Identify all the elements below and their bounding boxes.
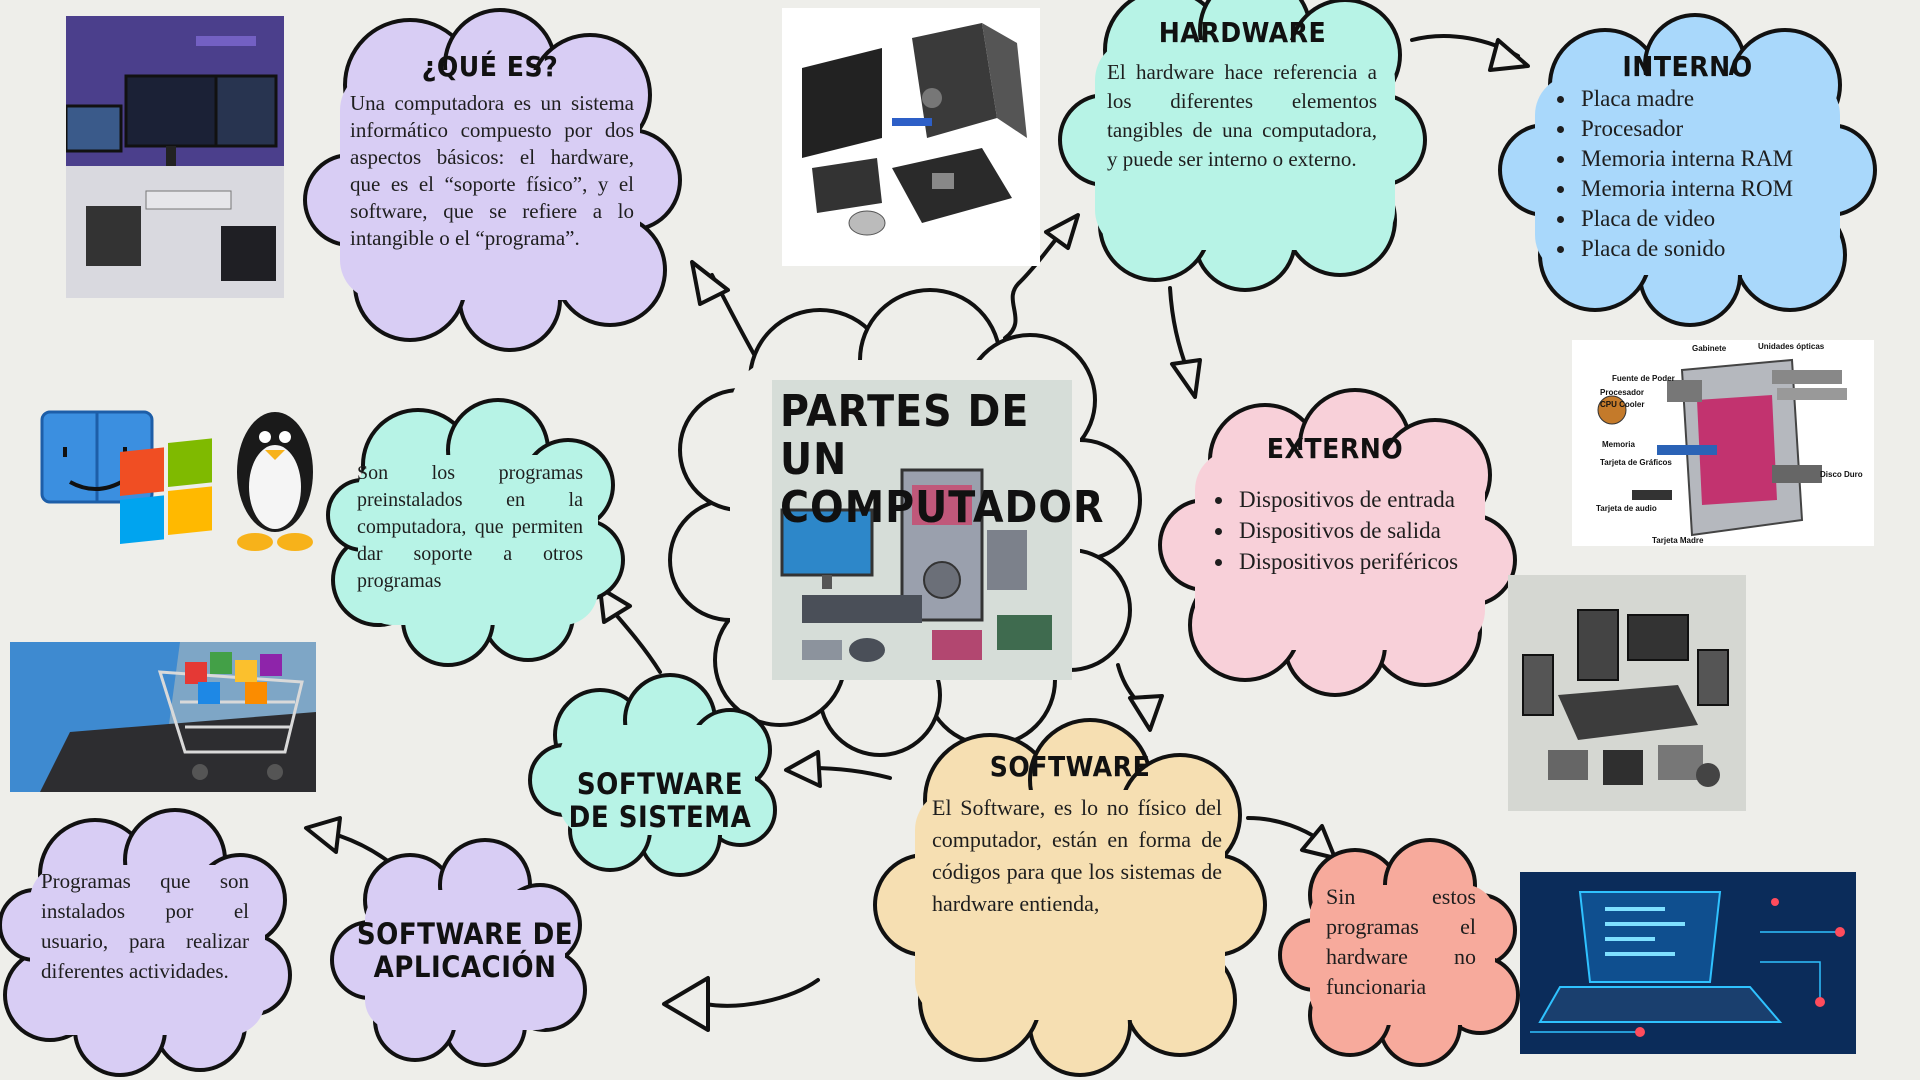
peripherals-illustration [1508, 575, 1746, 811]
software-sistema-node: SOFTWARE DE SISTEMA [528, 673, 780, 877]
software-aplicacion-node: SOFTWARE DE APLICACIÓN [330, 838, 587, 1070]
arrow-software-to-aplicacion [703, 978, 820, 1008]
center-title: PARTES DE UN COMPUTADOR [780, 386, 1105, 533]
software-aplicacion-def-node: Programas que son instalados por el usua… [0, 808, 292, 1077]
hardware-cloud-shape [1058, 0, 1427, 292]
software-text: El Software, es lo no físico del computa… [932, 795, 1222, 916]
externo-node: EXTERNO Dispositivos de entradaDispositi… [1158, 388, 1517, 697]
interno-list-item: Memoria interna ROM [1577, 174, 1887, 204]
arrow-to-que-es-head [690, 260, 730, 306]
arrow-sistema-to-def-head [598, 586, 632, 624]
software-cloud-shape [873, 718, 1267, 1077]
label-fuente-de-poder: Fuente de Poder [1612, 374, 1675, 383]
center-illustration [772, 380, 1072, 680]
sin-programas-cloud-shape [1278, 838, 1520, 1067]
arrow-aplicacion-to-def-head [304, 816, 342, 854]
software-title: SOFTWARE [989, 750, 1151, 783]
internal-parts-diagram: Gabinete Unidades ópticas Fuente de Pode… [1572, 340, 1874, 546]
interno-list-item: Placa de sonido [1577, 234, 1887, 264]
interno-cloud-shape [1498, 13, 1877, 327]
arrow-software-to-aplicacion-head [662, 976, 710, 1032]
arrow-hardware-to-interno-head [1488, 38, 1530, 72]
arrow-software-to-sistema-head [784, 750, 822, 788]
externo-title: EXTERNO [1266, 432, 1404, 465]
label-memoria: Memoria [1602, 440, 1635, 449]
software-sistema-text: Son los programas preinstalados en la co… [357, 462, 583, 592]
label-disco-duro: Disco Duro [1820, 470, 1863, 479]
label-cpu-cooler: CPU Cooler [1600, 400, 1645, 409]
software-sistema-def-node: Son los programas preinstalados en la co… [326, 398, 625, 667]
label-tarjeta-graficos: Tarjeta de Gráficos [1600, 458, 1672, 467]
software-shopping-photo [10, 642, 316, 792]
arrow-software-to-sistema [808, 766, 892, 780]
software-aplicacion-title: SOFTWARE DE APLICACIÓN [356, 917, 574, 984]
externo-list-item: Dispositivos de salida [1235, 515, 1495, 546]
externo-list-item: Dispositivos periféricos [1235, 546, 1495, 577]
que-es-cloud-shape [303, 8, 682, 352]
computer-parts-photo [782, 8, 1040, 266]
label-procesador: Procesador [1600, 388, 1645, 397]
interno-node: INTERNO Placa madreProcesadorMemoria int… [1498, 13, 1877, 327]
arrow-hardware-to-externo-head [1170, 358, 1202, 399]
arrow-to-hardware-head [1044, 213, 1080, 250]
desk-setup-photo [66, 16, 284, 298]
interno-list-item: Memoria interna RAM [1577, 144, 1887, 174]
label-gabinete: Gabinete [1692, 344, 1727, 353]
software-sistema-title: SOFTWARE DE SISTEMA [568, 767, 752, 834]
hardware-title: HARDWARE [1158, 16, 1327, 49]
que-es-text: Una computadora es un sistema informátic… [350, 91, 634, 250]
hardware-text: El hardware hace referencia a los difere… [1107, 60, 1377, 171]
interno-title: INTERNO [1622, 50, 1753, 83]
software-aplicacion-cloud-shape [330, 838, 587, 1067]
que-es-title: ¿QUÉ ES? [421, 50, 559, 83]
label-tarjeta-madre: Tarjeta Madre [1652, 536, 1704, 545]
software-sistema-cloud-shape [528, 673, 777, 877]
externo-list-item: Dispositivos de entrada [1235, 484, 1495, 515]
software-sistema-def-cloud-shape [326, 398, 625, 667]
arrow-software-to-sin-head [1300, 824, 1337, 860]
externo-list: Dispositivos de entradaDispositivos de s… [1213, 484, 1495, 577]
interno-list: Placa madreProcesadorMemoria interna RAM… [1555, 84, 1887, 264]
sin-programas-node: Sin estos programas el hardware no funci… [1278, 838, 1520, 1067]
os-logos [40, 392, 325, 572]
arrow-hardware-to-externo [1168, 286, 1190, 374]
interno-list-item: Placa de video [1577, 204, 1887, 234]
label-tarjeta-audio: Tarjeta de audio [1596, 504, 1657, 513]
software-aplicacion-text: Programas que son instalados por el usua… [41, 869, 249, 983]
arrow-sistema-to-def [610, 608, 662, 674]
interno-list-item: Placa madre [1577, 84, 1887, 114]
laptop-code-illustration [1520, 872, 1856, 1054]
arrow-to-hardware [1003, 223, 1070, 340]
arrow-to-software-head [1128, 694, 1164, 732]
label-unidades-opticas: Unidades ópticas [1758, 342, 1825, 351]
software-aplicacion-def-cloud-shape [0, 808, 292, 1077]
hardware-node: HARDWARE El hardware hace referencia a l… [1058, 0, 1427, 292]
sin-programas-text: Sin estos programas el hardware no funci… [1326, 884, 1476, 999]
software-node: SOFTWARE El Software, es lo no físico de… [873, 718, 1267, 1077]
externo-cloud-shape [1158, 388, 1517, 697]
que-es-node: ¿QUÉ ES? Una computadora es un sistema i… [300, 8, 682, 352]
interno-list-item: Procesador [1577, 114, 1887, 144]
